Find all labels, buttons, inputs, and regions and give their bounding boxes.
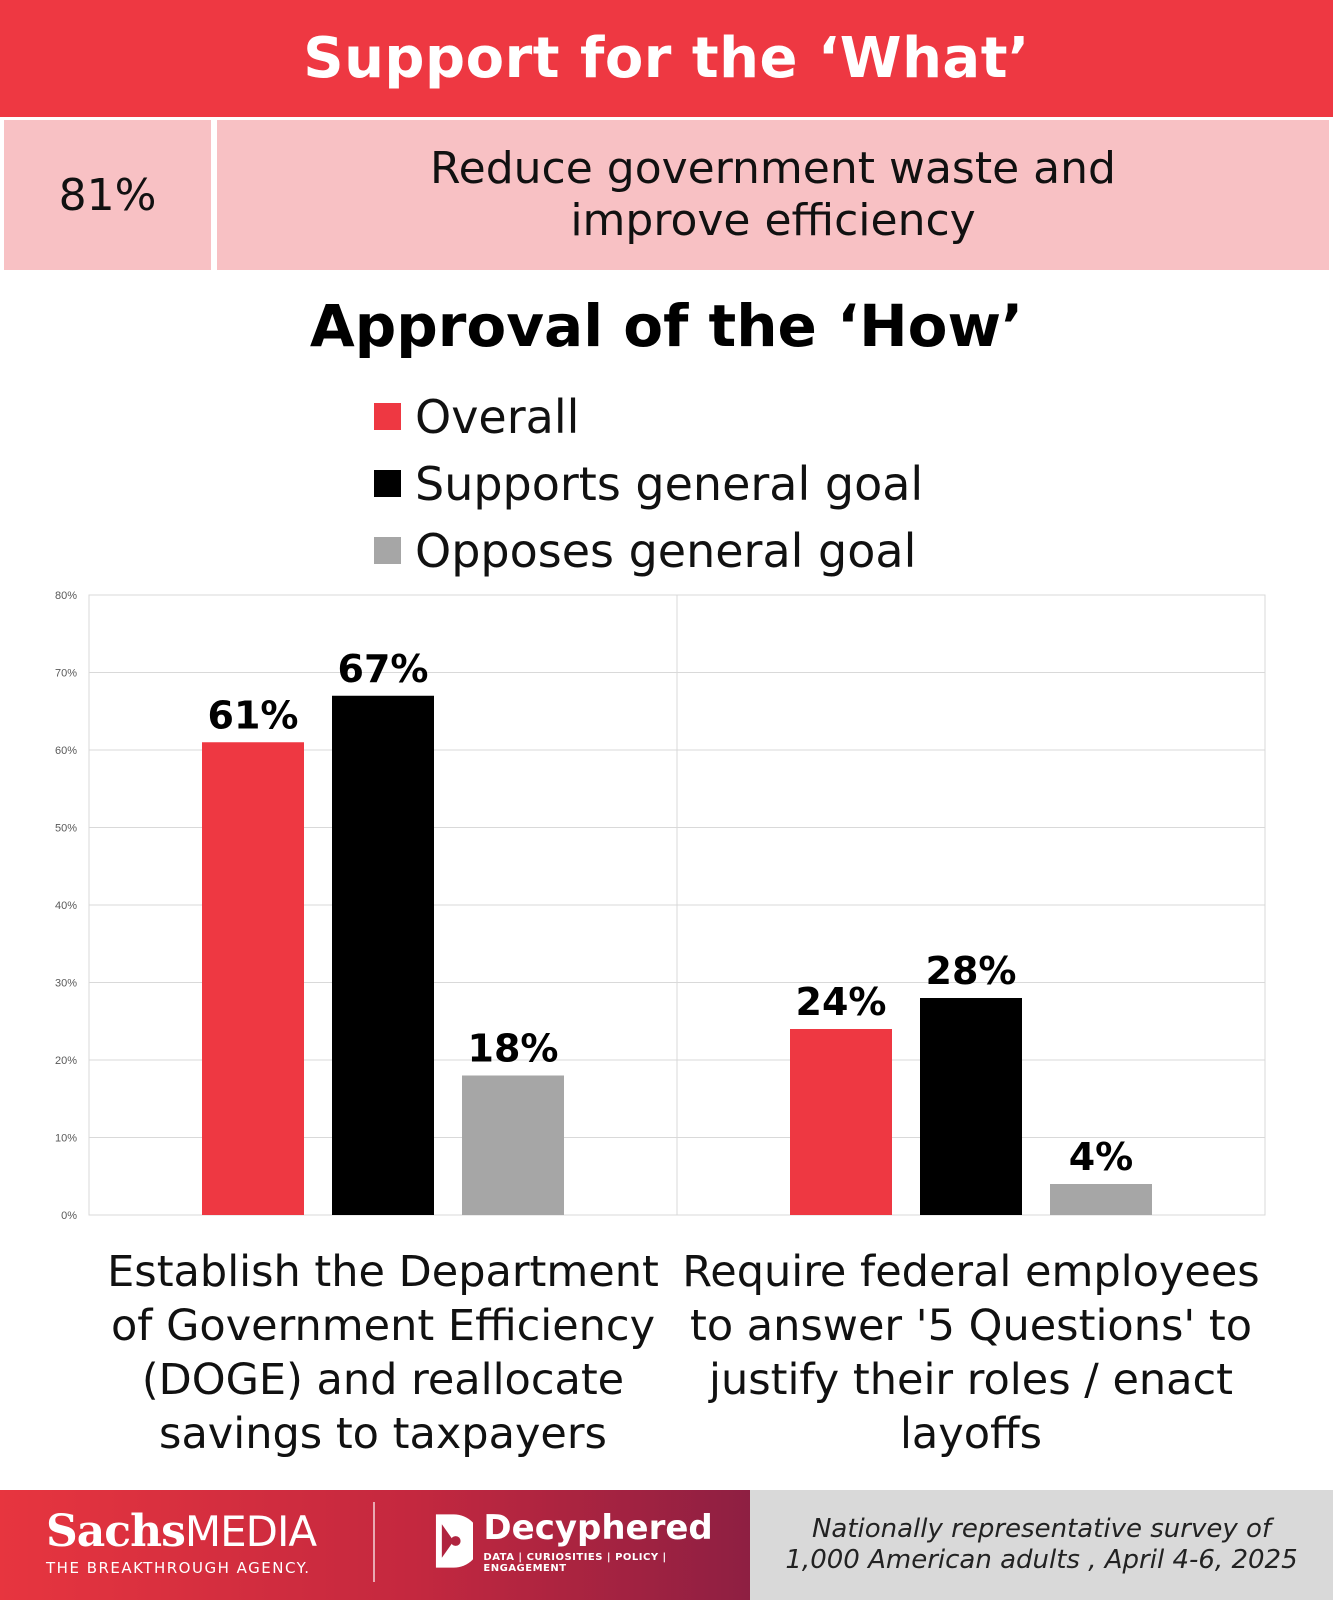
bar-chart: 0% 10% 20% 30% 40% 50% 60% 70% 80% 61% 67% 18% 24% 28… [55, 590, 1266, 1220]
legend-item-overall: Overall [374, 383, 923, 450]
y-tick-label: 60% [55, 745, 77, 757]
logo-divider [373, 1502, 375, 1582]
legend-label-supports: Supports general goal [415, 456, 924, 511]
legend-swatch-overall [374, 403, 401, 430]
chart-legend: Overall Supports general goal Opposes ge… [374, 383, 923, 584]
data-label: 67% [338, 647, 429, 691]
bar [920, 998, 1022, 1215]
data-label: 18% [468, 1027, 559, 1071]
y-tick-label: 10% [55, 1133, 77, 1145]
y-tick-label: 20% [55, 1055, 77, 1067]
data-label: 24% [796, 980, 887, 1024]
survey-note: Nationally representative survey of 1,00… [785, 1514, 1298, 1575]
footer-note-box: Nationally representative survey of 1,00… [750, 1490, 1333, 1600]
header-title: Support for the ‘What’ [303, 26, 1030, 91]
category-label-doge: Establish the Department of Government E… [107, 1247, 659, 1459]
decyphered-mark-icon [435, 1514, 474, 1568]
bar [790, 1029, 892, 1215]
legend-label-overall: Overall [415, 389, 580, 444]
support-text-box: Reduce government waste and improve effi… [217, 120, 1329, 270]
section-title: Approval of the ‘How’ [309, 292, 1024, 360]
decyphered-logo-name: Decyphered [483, 1508, 713, 1548]
support-percent: 81% [58, 169, 157, 221]
sachs-logo-main: Sachs [46, 1506, 186, 1557]
legend-swatch-supports [374, 470, 401, 497]
decyphered-logo: Decyphered DATA | CURIOSITIES | POLICY |… [432, 1508, 750, 1574]
y-tick-label: 50% [55, 823, 77, 835]
legend-label-opposes: Opposes general goal [415, 523, 917, 578]
data-label: 4% [1069, 1135, 1134, 1179]
y-tick-label: 0% [61, 1210, 77, 1220]
legend-item-opposes: Opposes general goal [374, 517, 923, 584]
footer-brand-bar: SachsMEDIA THE BREAKTHROUGH AGENCY. Decy… [0, 1490, 750, 1600]
sachs-media-logo: SachsMEDIA THE BREAKTHROUGH AGENCY. [46, 1506, 317, 1577]
bar [462, 1075, 564, 1215]
support-row: 81% Reduce government waste and improve … [0, 117, 1333, 274]
support-percent-box: 81% [4, 120, 211, 270]
data-label: 28% [926, 949, 1017, 993]
legend-swatch-opposes [374, 537, 401, 564]
y-tick-label: 80% [55, 590, 77, 602]
category-label-five-questions: Require federal employees to answer '5 Q… [682, 1247, 1260, 1459]
legend-item-supports: Supports general goal [374, 450, 923, 517]
y-tick-label: 40% [55, 900, 77, 912]
bar [202, 742, 304, 1215]
y-tick-label: 30% [55, 978, 77, 990]
bar [1050, 1184, 1152, 1215]
sachs-logo-media: MEDIA [184, 1507, 317, 1556]
y-tick-label: 70% [55, 668, 77, 680]
bar [332, 695, 434, 1215]
sachs-logo-tagline: THE BREAKTHROUGH AGENCY. [46, 1559, 311, 1577]
data-label: 61% [208, 693, 299, 737]
header-banner: Support for the ‘What’ [0, 0, 1333, 117]
support-text: Reduce government waste and improve effi… [430, 143, 1116, 246]
decyphered-logo-tagline: DATA | CURIOSITIES | POLICY | ENGAGEMENT [483, 1552, 667, 1574]
